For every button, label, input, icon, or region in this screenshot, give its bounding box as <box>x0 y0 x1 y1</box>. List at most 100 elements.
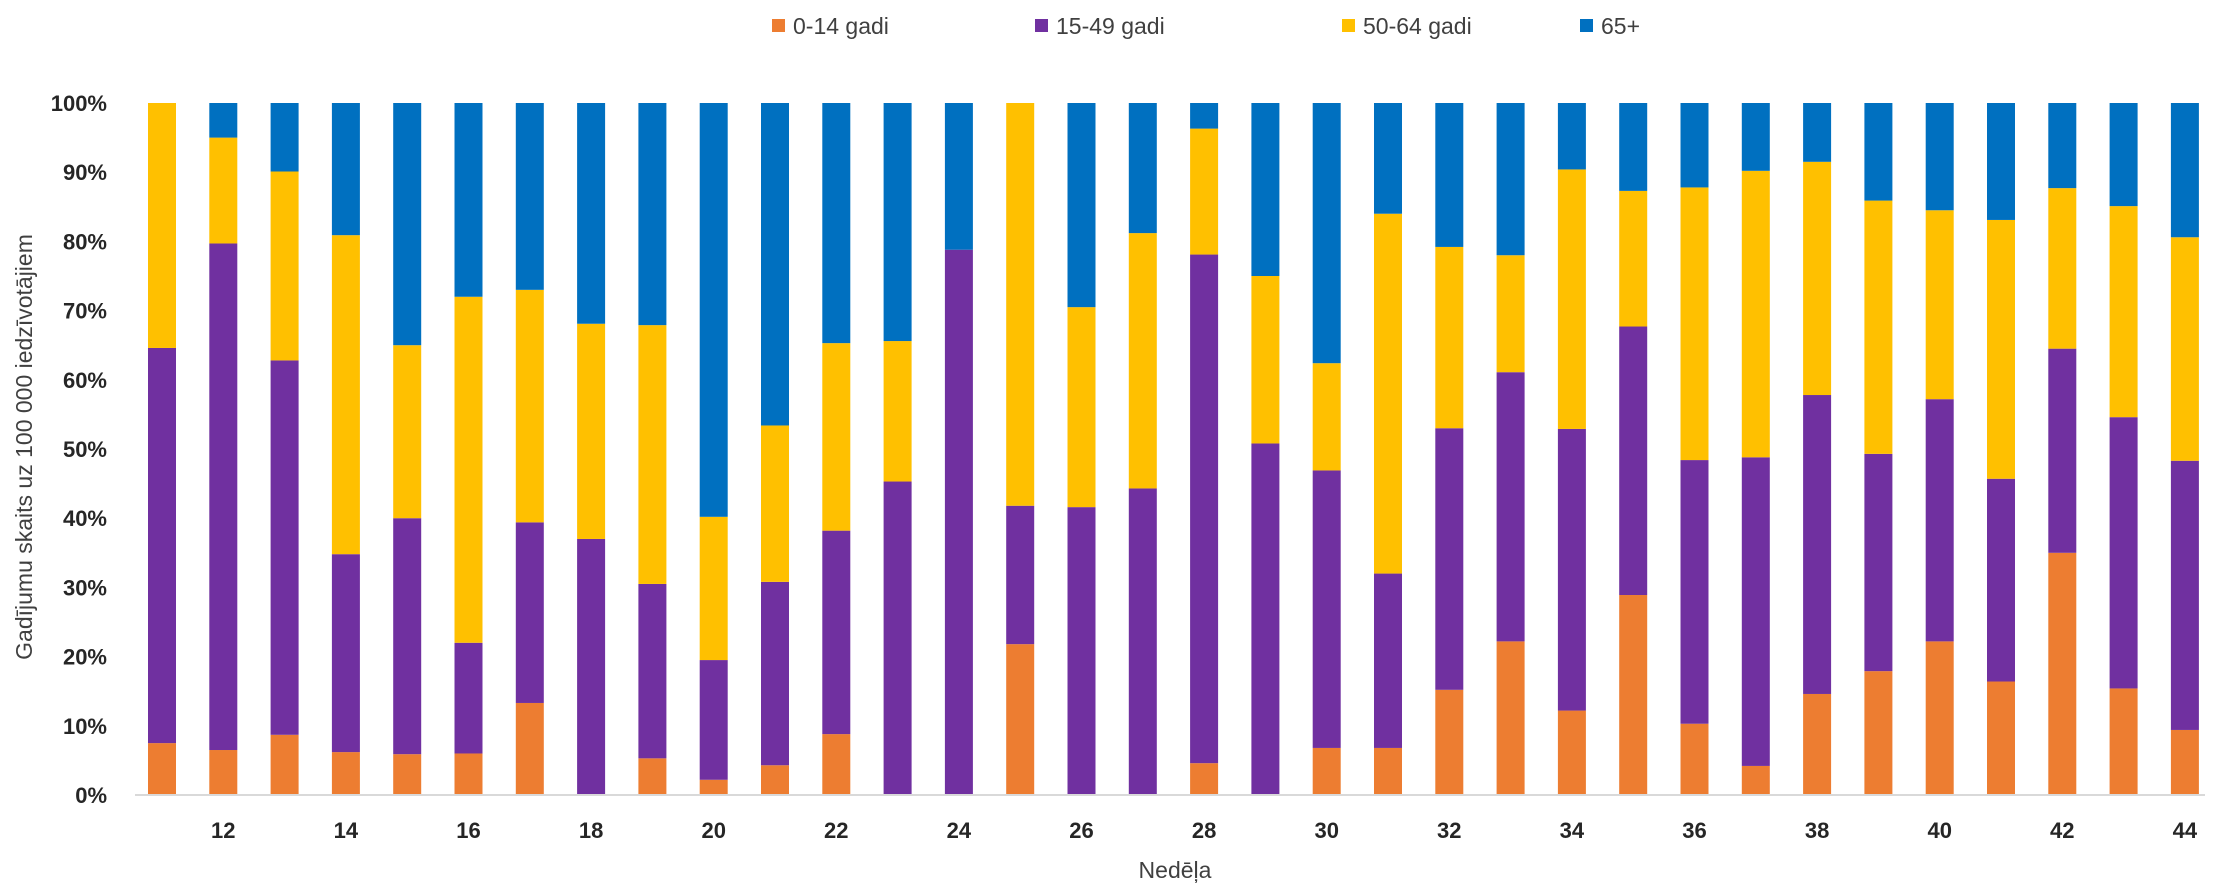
bar-segment <box>1741 765 1770 795</box>
legend-swatch <box>772 19 785 32</box>
y-tick-label: 10% <box>63 714 107 739</box>
bar-segment <box>1741 103 1770 171</box>
bar-segment <box>761 581 789 766</box>
x-axis-ticks: 12 14 16 18 20 22 24 26 28 30 32 34 36 38 40 42 44 <box>211 818 2198 843</box>
bar-segment <box>2109 206 2138 418</box>
bar-segment <box>822 343 851 531</box>
legend: 0-14 gadi 15-49 gadi 50-64 gadi 65+ <box>772 13 1640 39</box>
bar-segment <box>1557 710 1586 795</box>
bar-segment <box>1557 169 1586 429</box>
bar-segment <box>1435 246 1464 429</box>
bar-segment <box>2048 348 2077 553</box>
legend-label: 15-49 gadi <box>1056 13 1165 39</box>
bar-segment <box>1374 103 1402 214</box>
y-tick-label: 60% <box>63 368 107 393</box>
bar-segment <box>1925 103 1954 211</box>
x-tick-label: 34 <box>1560 818 1585 843</box>
bar-segment <box>1312 103 1341 364</box>
bar-segment <box>944 103 973 250</box>
y-axis-title: Gadījumu skaits uz 100 000 iedzīvotājiem <box>11 234 37 660</box>
bar-segment <box>2109 688 2138 795</box>
bar-segment <box>1374 573 1402 748</box>
y-tick-label: 100% <box>51 91 107 116</box>
bar-segment <box>1128 233 1157 489</box>
bar-segment <box>1312 363 1341 471</box>
bar-segment <box>1803 395 1832 694</box>
bar-segment <box>883 341 912 482</box>
bar-segment <box>1190 763 1219 795</box>
bar-segment <box>148 347 176 744</box>
bar-segment <box>331 554 360 753</box>
bar-segment <box>1987 478 2015 682</box>
bar-segment <box>761 765 789 795</box>
x-tick-label: 18 <box>579 818 603 843</box>
bar-segment <box>2170 460 2199 730</box>
bar-segment <box>1312 747 1341 795</box>
bar-segment <box>2170 237 2199 461</box>
bar-segment <box>1006 505 1035 645</box>
bar-segment <box>822 734 851 795</box>
bar-segment <box>577 103 606 324</box>
bar-segment <box>1864 671 1893 795</box>
bar-segment <box>699 103 728 517</box>
bar-segment <box>454 103 483 297</box>
bar-segment <box>1190 103 1219 129</box>
x-tick-label: 16 <box>456 818 480 843</box>
bar-segment <box>577 323 606 539</box>
bar-segment <box>1619 103 1648 191</box>
x-tick-label: 40 <box>1927 818 1951 843</box>
bar-segment <box>699 516 728 661</box>
bar-segment <box>393 518 422 755</box>
bar-segment <box>1925 641 1954 795</box>
bar-segment <box>1619 190 1648 327</box>
bar-segment <box>515 103 544 290</box>
x-tick-label: 26 <box>1069 818 1093 843</box>
bar-segment <box>1741 170 1770 458</box>
x-tick-label: 36 <box>1682 818 1706 843</box>
bar-segment <box>1803 161 1832 396</box>
bar-segment <box>393 345 422 519</box>
bar-segment <box>1374 213 1402 574</box>
bar-segment <box>148 743 176 795</box>
y-axis-ticks: 0% 10% 20% 30% 40% 50% 60% 70% 80% 90% 100% <box>51 91 107 808</box>
legend-swatch <box>1035 19 1048 32</box>
y-tick-label: 40% <box>63 506 107 531</box>
bar-segment <box>1006 644 1035 795</box>
x-tick-label: 38 <box>1805 818 1829 843</box>
y-tick-label: 80% <box>63 229 107 254</box>
bar-segment <box>2109 417 2138 689</box>
bar-segment <box>883 481 912 795</box>
bar-segment <box>515 289 544 523</box>
legend-label: 0-14 gadi <box>793 13 889 39</box>
bar-segment <box>822 103 851 344</box>
bar-segment <box>1987 219 2015 479</box>
bar-segment <box>1680 460 1709 724</box>
bar-segment <box>1557 428 1586 711</box>
bar-segment <box>454 753 483 795</box>
bar-segment <box>1312 470 1341 748</box>
bar-segment <box>2048 552 2077 795</box>
bar-segment <box>1006 103 1035 506</box>
bar-segment <box>1128 103 1157 234</box>
bar-segment <box>1067 307 1096 508</box>
bar-segment <box>393 754 422 795</box>
bar-segment <box>1251 103 1280 276</box>
bar-segment <box>454 296 483 643</box>
bar-segment <box>209 103 238 138</box>
bar-segment <box>1251 443 1280 795</box>
y-tick-label: 90% <box>63 160 107 185</box>
bar-segment <box>1496 255 1525 373</box>
bar-segment <box>761 103 789 426</box>
bar-segment <box>1496 103 1525 256</box>
bar-segment <box>1435 689 1464 795</box>
bar-segment <box>1803 103 1832 162</box>
bar-segment <box>944 249 973 796</box>
bar-segment <box>454 642 483 754</box>
bar-segment <box>1741 457 1770 766</box>
x-tick-label: 14 <box>334 818 359 843</box>
bar-segment <box>1864 103 1893 201</box>
bar-segment <box>515 522 544 703</box>
bar-segment <box>1619 595 1648 795</box>
bar-segment <box>638 583 667 759</box>
